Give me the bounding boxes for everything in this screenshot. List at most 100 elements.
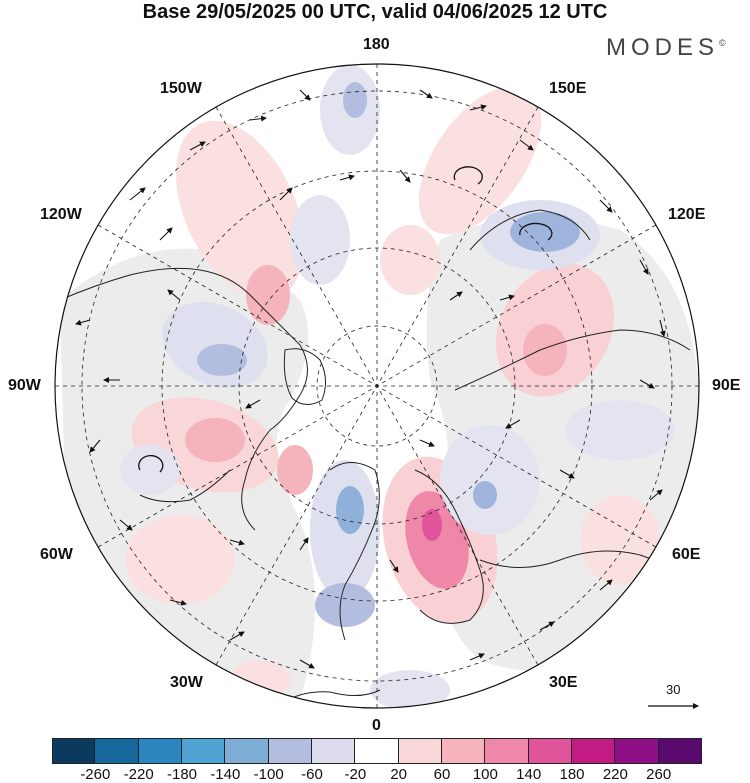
wind-vector xyxy=(119,519,133,531)
colorbar-swatch xyxy=(398,738,442,764)
wind-vector xyxy=(299,537,309,551)
anomaly-pos-8 xyxy=(380,225,440,295)
colorbar-tick-label: 140 xyxy=(516,766,542,783)
colorbar-swatch xyxy=(441,738,486,764)
colorbar-swatch xyxy=(52,738,96,764)
anomaly-pos-4b xyxy=(185,418,245,462)
wind-vector xyxy=(89,439,101,453)
coast-scandinavia xyxy=(414,469,484,624)
lon-label-60e: 60E xyxy=(672,546,701,563)
colorbar-ticks: -260 -220 -180 -140 -100 -60 -20 20 60 100 140 180 2… xyxy=(0,766,750,783)
brand-mark: © xyxy=(719,38,726,48)
anomaly-pos-1 xyxy=(175,120,305,300)
colorbar-swatch xyxy=(485,738,529,764)
colorbar-swatch xyxy=(615,738,659,764)
lat-circle-80 xyxy=(316,325,438,447)
colorbar-tick-label: -260 xyxy=(80,766,111,783)
map-boundary xyxy=(54,63,700,709)
anomaly-neg-1b xyxy=(343,82,367,118)
anomaly-neg-8 xyxy=(565,400,675,460)
coast-siberia xyxy=(454,329,691,391)
anomaly-pos-5c xyxy=(422,509,442,541)
colorbar-swatch xyxy=(311,738,356,764)
wind-vector xyxy=(639,379,655,389)
wind-vector xyxy=(559,469,575,479)
anomaly-pos-1b xyxy=(246,265,290,325)
meridian-150e-30w xyxy=(215,106,539,666)
colorbar-swatch xyxy=(95,738,139,764)
anomaly-pos-10 xyxy=(230,660,290,700)
coast-hudson xyxy=(139,469,231,503)
anomaly-neg-5 xyxy=(440,425,540,535)
reference-vector-label: 30 xyxy=(666,682,681,697)
anomaly-neg-9 xyxy=(315,583,375,627)
anomaly-neg-10 xyxy=(370,670,450,708)
colorbar-swatch xyxy=(658,738,702,764)
colorbar-tick-label: -180 xyxy=(166,766,198,783)
coast-east-siberia xyxy=(469,209,591,251)
colorbar-swatch xyxy=(138,738,182,764)
streamline-vortices xyxy=(138,166,553,473)
colorbar-tick-label: -100 xyxy=(253,766,284,783)
lon-label-60w: 60W xyxy=(40,546,73,563)
wind-vector xyxy=(639,259,649,275)
colorbar-tick-label: 60 xyxy=(433,766,451,783)
coast-arctic-islands xyxy=(283,348,326,405)
vortex xyxy=(519,222,553,241)
lon-label-0: 0 xyxy=(372,717,381,734)
wind-vector xyxy=(169,599,187,606)
wind-vector xyxy=(419,439,435,447)
anomaly-neg-7 xyxy=(290,195,350,285)
colorbar-tick-label: 100 xyxy=(472,766,498,783)
lon-label-150e: 150E xyxy=(549,80,587,97)
wind-vector xyxy=(499,294,515,301)
colorbar-tick-label: 20 xyxy=(390,766,407,783)
brand-text: MODES xyxy=(606,34,720,61)
lon-label-180: 180 xyxy=(363,36,390,53)
anomaly-neg-2b xyxy=(510,212,580,252)
wind-vector xyxy=(279,187,293,201)
anomaly-field xyxy=(55,64,699,708)
negative-anomaly-patches xyxy=(120,65,675,708)
wind-vector xyxy=(75,319,91,326)
wind-vector xyxy=(539,621,555,631)
anomaly-neg-3b xyxy=(197,344,247,376)
anomaly-neg-4b xyxy=(336,486,364,534)
wind-vector xyxy=(159,227,173,241)
colorbar-tick-label: 260 xyxy=(646,766,672,783)
wind-vector xyxy=(249,115,267,122)
colorbar-tick-label: 180 xyxy=(559,766,585,783)
wind-vector xyxy=(469,653,485,661)
wind-vector xyxy=(299,659,315,669)
colorbar-swatch xyxy=(571,738,616,764)
coastlines xyxy=(59,209,691,706)
anomaly-pos-3b xyxy=(523,324,567,376)
colorbar-swatch xyxy=(355,738,399,764)
meridians xyxy=(55,64,699,708)
colorbar-swatch xyxy=(268,738,312,764)
lon-label-30w: 30W xyxy=(170,674,203,691)
anomaly-neg-6 xyxy=(120,445,180,495)
modes-logo: MODES© xyxy=(606,34,726,62)
coast-greenland xyxy=(329,462,380,641)
coast-north-america xyxy=(59,267,308,531)
colorbar xyxy=(52,738,702,764)
lon-label-30e: 30E xyxy=(549,674,578,691)
vortex xyxy=(453,166,483,185)
wind-vector xyxy=(129,187,146,201)
colorbar-swatch xyxy=(528,738,572,764)
wind-vectors xyxy=(75,89,666,669)
colorbar-tick-label: 220 xyxy=(602,766,628,783)
anomaly-pos-6 xyxy=(125,515,235,605)
wind-vector xyxy=(649,489,663,501)
wind-vector xyxy=(389,559,399,573)
wind-vector xyxy=(419,89,433,99)
lon-label-120w: 120W xyxy=(40,206,82,223)
wind-vector xyxy=(519,139,534,151)
anomaly-pos-7 xyxy=(580,495,660,585)
colorbar-tick-label: -140 xyxy=(210,766,241,783)
wind-vector xyxy=(189,141,206,151)
lon-label-90w: 90W xyxy=(8,377,41,394)
vortex xyxy=(138,455,164,473)
anomaly-pos-9 xyxy=(277,445,313,495)
